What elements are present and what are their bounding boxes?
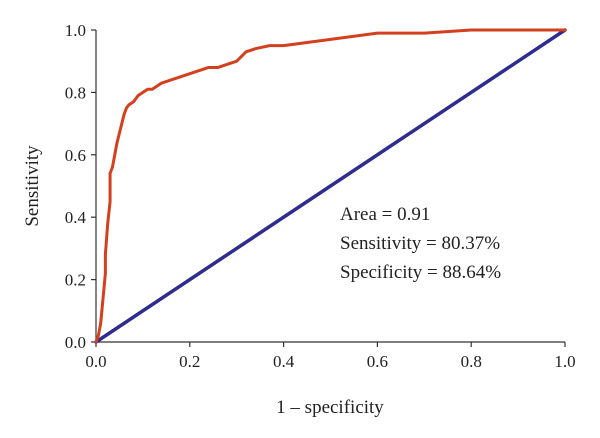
x-tick-label-1: 0.2 xyxy=(179,352,200,371)
x-axis-title: 1 – specificity xyxy=(276,397,384,418)
series-layer xyxy=(94,28,567,344)
y-tick-label-0: 0.0 xyxy=(65,333,86,352)
y-axis-title: Sensitivity xyxy=(22,145,43,227)
x-tick-label-5: 1.0 xyxy=(554,352,575,371)
ticks xyxy=(91,29,566,347)
sensitivity-annotation: Sensitivity = 80.37% xyxy=(340,233,500,254)
axes xyxy=(95,30,565,343)
x-tick-label-4: 0.8 xyxy=(461,352,482,371)
y-tick-label-3: 0.6 xyxy=(65,146,86,165)
tick-labels: 0.0 0.2 0.4 0.6 0.8 1.0 0.0 0.2 0.4 0.6 0.8 1.0 xyxy=(65,21,576,371)
y-tick-label-1: 0.2 xyxy=(65,271,86,290)
specificity-annotation: Specificity = 88.64% xyxy=(340,262,501,283)
x-tick-label-2: 0.4 xyxy=(273,352,295,371)
x-tick-label-3: 0.6 xyxy=(367,352,388,371)
roc-curve-line xyxy=(94,28,567,344)
reference-diagonal-line xyxy=(94,28,567,344)
x-tick-label-0: 0.0 xyxy=(85,352,106,371)
y-tick-label-4: 0.8 xyxy=(65,83,86,102)
y-tick-label-2: 0.4 xyxy=(65,208,87,227)
y-tick-label-5: 1.0 xyxy=(65,21,86,40)
area-annotation: Area = 0.91 xyxy=(340,204,430,225)
